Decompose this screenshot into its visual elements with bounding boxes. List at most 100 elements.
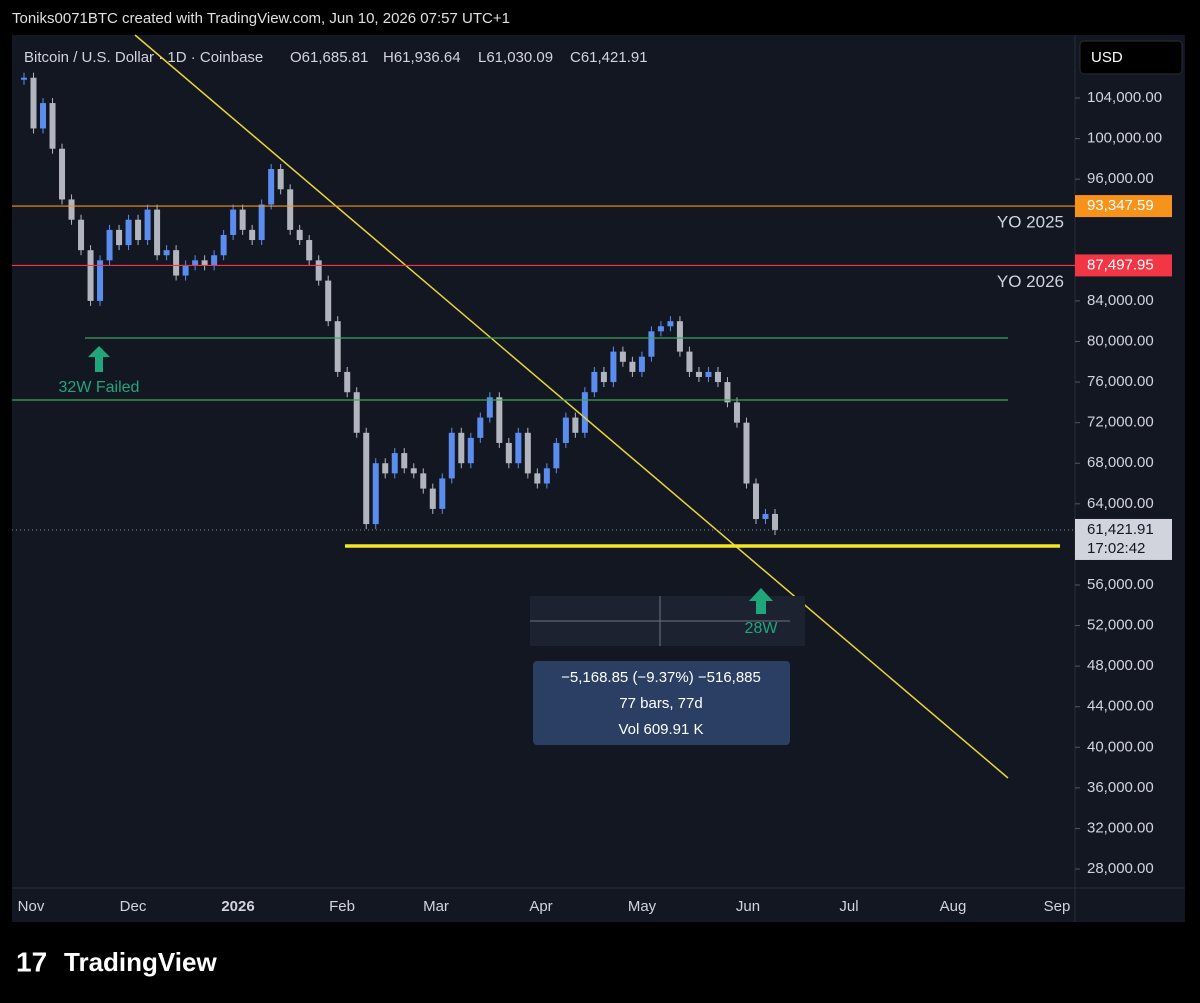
candle bbox=[372, 463, 379, 525]
candle bbox=[277, 169, 284, 190]
candle bbox=[163, 250, 170, 256]
candle bbox=[439, 478, 446, 509]
candle bbox=[676, 321, 683, 352]
x-tick-label: Mar bbox=[423, 898, 449, 915]
candle bbox=[515, 432, 522, 464]
candle bbox=[87, 250, 94, 301]
candle bbox=[106, 229, 113, 261]
candle bbox=[353, 392, 360, 433]
candle bbox=[239, 209, 246, 230]
y-tick-label: 96,000.00 bbox=[1087, 170, 1154, 187]
candle bbox=[49, 103, 56, 149]
candle bbox=[144, 209, 151, 241]
price-tag-label: 93,347.59 bbox=[1087, 197, 1154, 214]
countdown: 17:02:42 bbox=[1087, 540, 1145, 557]
annotation: 32W Failed bbox=[59, 379, 140, 396]
time-axis bbox=[12, 888, 1185, 922]
candle bbox=[562, 417, 569, 443]
plot-area bbox=[12, 35, 1075, 888]
measure-text: 77 bars, 77d bbox=[619, 695, 702, 712]
symbol: Bitcoin / U.S. Dollar · 1D · Coinbase bbox=[24, 49, 263, 66]
y-tick-label: 68,000.00 bbox=[1087, 454, 1154, 471]
candle bbox=[173, 250, 180, 276]
y-tick-label: 64,000.00 bbox=[1087, 495, 1154, 512]
candle bbox=[629, 361, 636, 372]
x-tick-label: Apr bbox=[529, 898, 552, 915]
candle bbox=[258, 204, 265, 241]
x-tick-label: May bbox=[628, 898, 657, 915]
candle bbox=[220, 234, 227, 256]
candle bbox=[600, 371, 607, 383]
candle bbox=[230, 209, 237, 235]
y-tick-label: 100,000.00 bbox=[1087, 130, 1162, 147]
ohlc: O61,685.81 bbox=[290, 49, 368, 66]
y-tick-label: 28,000.00 bbox=[1087, 860, 1154, 877]
level-name: YO 2026 bbox=[997, 272, 1064, 291]
candle bbox=[344, 371, 351, 393]
y-tick-label: 44,000.00 bbox=[1087, 698, 1154, 715]
y-tick-label: 72,000.00 bbox=[1087, 414, 1154, 431]
candle bbox=[496, 397, 503, 443]
candle bbox=[125, 219, 132, 246]
candle bbox=[733, 402, 740, 423]
currency-button[interactable] bbox=[1079, 40, 1183, 75]
candle bbox=[154, 209, 161, 256]
candle bbox=[78, 219, 85, 251]
currency: USD bbox=[1091, 49, 1123, 66]
arrow bbox=[88, 346, 110, 372]
candle bbox=[391, 453, 398, 474]
measure-text: Vol 609.91 K bbox=[618, 721, 703, 738]
y-tick-label: 48,000.00 bbox=[1087, 657, 1154, 674]
candle bbox=[686, 351, 693, 372]
candle bbox=[182, 265, 189, 276]
candle bbox=[743, 422, 750, 484]
candle bbox=[59, 148, 66, 200]
candle bbox=[30, 77, 37, 129]
y-tick-label: 104,000.00 bbox=[1087, 89, 1162, 106]
candle bbox=[116, 229, 123, 246]
price-tag bbox=[1075, 254, 1172, 277]
candle bbox=[211, 255, 218, 266]
candle bbox=[287, 189, 294, 230]
ohlc: H61,936.64 bbox=[383, 49, 461, 66]
logo-mark: 17 bbox=[16, 946, 47, 977]
y-tick-label: 84,000.00 bbox=[1087, 292, 1154, 309]
candle bbox=[752, 483, 759, 520]
candle bbox=[762, 513, 769, 520]
y-tick-label: 80,000.00 bbox=[1087, 332, 1154, 349]
candle bbox=[657, 326, 664, 332]
candle bbox=[524, 432, 531, 474]
candle bbox=[135, 219, 142, 241]
candle bbox=[458, 432, 465, 464]
candle bbox=[714, 371, 721, 383]
x-tick-label: Feb bbox=[329, 898, 355, 915]
candle bbox=[610, 351, 617, 383]
candle bbox=[772, 513, 778, 530]
candle bbox=[477, 417, 484, 438]
price-tag-label: 61,421.91 bbox=[1087, 521, 1154, 538]
ohlc: L61,030.09 bbox=[478, 49, 553, 66]
candle bbox=[363, 432, 370, 525]
price-axis bbox=[1075, 35, 1185, 888]
x-tick-label: Nov bbox=[18, 898, 45, 915]
y-tick-label: 32,000.00 bbox=[1087, 819, 1154, 836]
y-tick-label: 52,000.00 bbox=[1087, 617, 1154, 634]
y-tick-label: 56,000.00 bbox=[1087, 576, 1154, 593]
candle bbox=[448, 432, 455, 479]
candle bbox=[429, 488, 436, 509]
candle bbox=[591, 371, 598, 393]
measure-box bbox=[533, 661, 790, 745]
candle bbox=[21, 77, 27, 80]
candle bbox=[695, 371, 702, 377]
x-tick-label: Jun bbox=[736, 898, 760, 915]
candle bbox=[467, 437, 474, 464]
candle bbox=[401, 453, 408, 469]
candle bbox=[306, 240, 313, 261]
x-tick-label: Dec bbox=[120, 898, 147, 915]
candle bbox=[325, 280, 332, 322]
candle bbox=[505, 442, 512, 464]
price-tag bbox=[1075, 195, 1172, 218]
y-tick-label: 76,000.00 bbox=[1087, 373, 1154, 390]
